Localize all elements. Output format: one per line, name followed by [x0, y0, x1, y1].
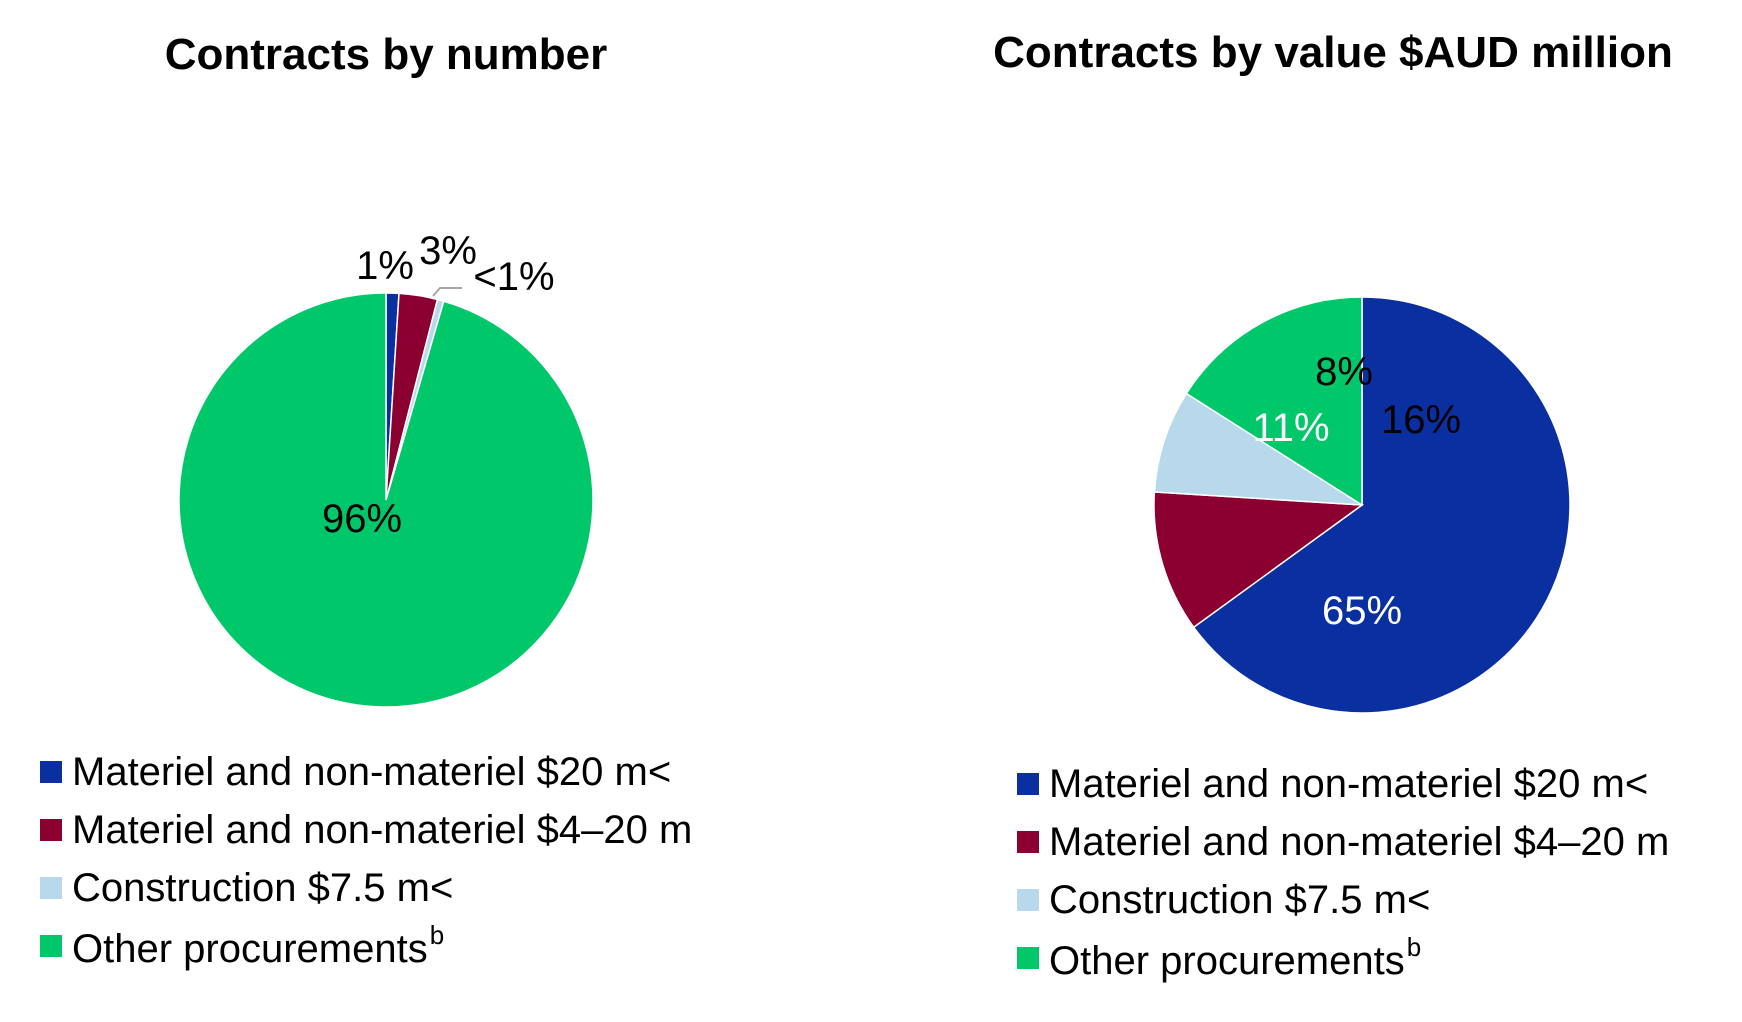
legend-item: Other procurementsb — [40, 917, 692, 975]
slice-data-label: 8% — [1315, 350, 1373, 394]
legend-item: Materiel and non-materiel $20 m< — [1017, 755, 1669, 813]
pie-slice — [178, 292, 594, 708]
legend-right: Materiel and non-materiel $20 m< Materie… — [1017, 755, 1669, 987]
legend-label: Materiel and non-materiel $20 m< — [72, 749, 672, 794]
leader-line — [432, 287, 462, 297]
legend-label: Materiel and non-materiel $4–20 m — [72, 807, 693, 852]
footnote-marker: b — [429, 920, 445, 950]
pie-slice — [1185, 296, 1363, 507]
chart-title-right: Contracts by value $AUD million — [993, 28, 1673, 77]
footnote-marker: b — [1406, 932, 1422, 962]
pie-1: 65% 11% 8%16% — [1153, 296, 1571, 714]
legend-item: Materiel and non-materiel $4–20 m — [40, 801, 692, 859]
legend-left: Materiel and non-materiel $20 m< Materie… — [40, 743, 692, 975]
legend-item: Construction $7.5 m< — [1017, 871, 1669, 929]
slice-data-label: 1% — [356, 244, 414, 288]
legend-label: Other procurementsb — [72, 920, 444, 972]
pie-slice — [1153, 392, 1363, 506]
legend-swatch — [40, 761, 62, 783]
legend-swatch — [1017, 773, 1039, 795]
legend-label: Materiel and non-materiel $4–20 m — [1049, 819, 1670, 864]
legend-label: Other procurementsb — [1049, 932, 1421, 984]
legend-item: Construction $7.5 m< — [40, 859, 692, 917]
slice-data-label: 65% — [1322, 589, 1402, 633]
slice-data-label: 96% — [322, 497, 402, 541]
pie-0: 1% 3%<1% 96% — [178, 229, 594, 708]
legend-label: Materiel and non-materiel $20 m< — [1049, 761, 1649, 806]
legend-swatch — [40, 935, 62, 957]
legend-label-text: Other procurements — [1049, 939, 1405, 983]
legend-swatch — [40, 877, 62, 899]
legend-swatch — [1017, 831, 1039, 853]
slice-data-label: 16% — [1381, 398, 1461, 442]
chart-title-left: Contracts by number — [164, 30, 608, 79]
legend-swatch — [40, 819, 62, 841]
slice-data-label: <1% — [473, 255, 554, 299]
legend-swatch — [1017, 947, 1039, 969]
legend-label: Construction $7.5 m< — [1049, 877, 1431, 922]
slice-data-label: 11% — [1252, 406, 1329, 450]
pie-slice — [1192, 296, 1571, 714]
pie-slice — [1153, 491, 1365, 629]
legend-label: Construction $7.5 m< — [72, 865, 454, 910]
legend-item: Materiel and non-materiel $20 m< — [40, 743, 692, 801]
legend-item: Materiel and non-materiel $4–20 m — [1017, 813, 1669, 871]
legend-label-text: Other procurements — [72, 927, 428, 971]
legend-swatch — [1017, 889, 1039, 911]
legend-item: Other procurementsb — [1017, 929, 1669, 987]
slice-data-label: 3% — [419, 229, 477, 273]
